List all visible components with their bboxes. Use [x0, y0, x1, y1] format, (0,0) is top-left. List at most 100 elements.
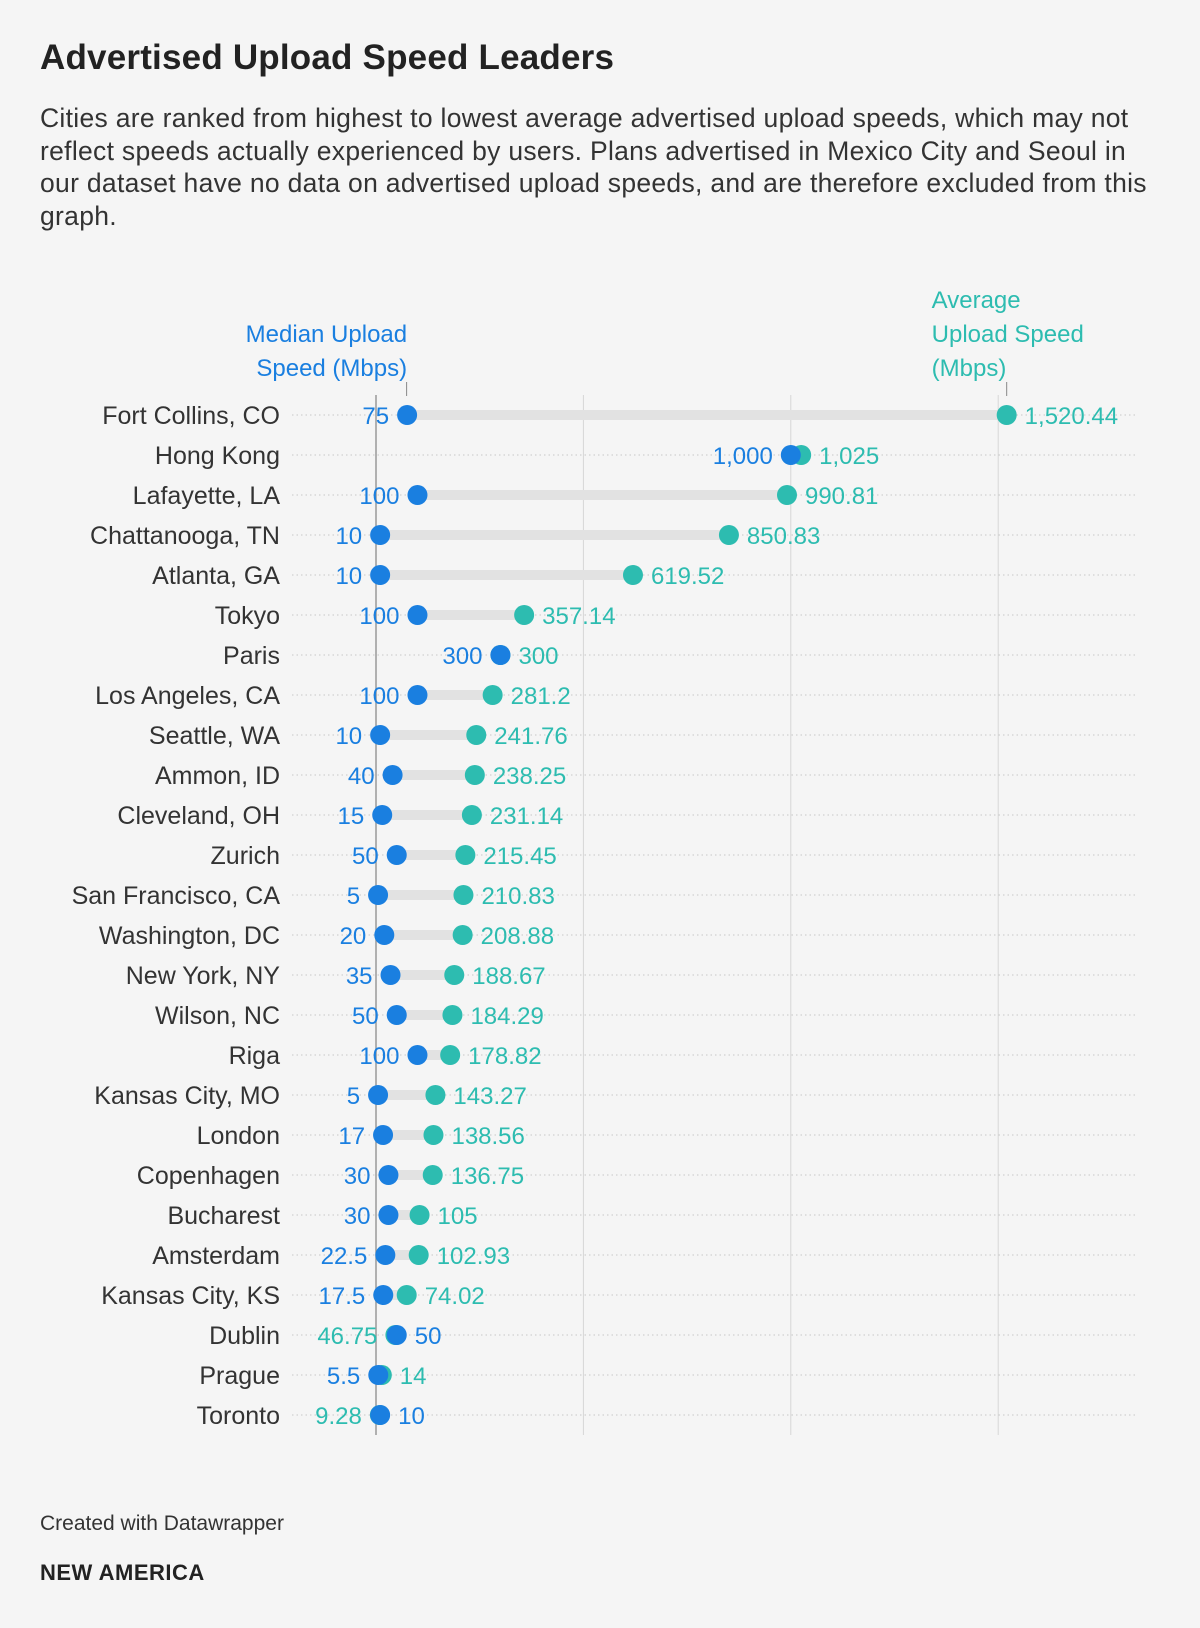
city-label: Ammon, ID [155, 762, 280, 790]
median-value-label: 100 [359, 1043, 399, 1070]
median-dot [372, 805, 393, 825]
average-dot [996, 405, 1017, 425]
city-label: Los Angeles, CA [95, 682, 280, 710]
median-value-label: 50 [352, 843, 379, 870]
median-series-label: Median Upload [246, 321, 407, 348]
average-value-label: 241.76 [494, 723, 567, 750]
average-value-label: 14 [400, 1363, 427, 1390]
median-value-label: 5 [347, 883, 360, 910]
average-value-label: 215.45 [483, 843, 556, 870]
city-label: Hong Kong [155, 442, 280, 470]
average-dot [422, 1165, 443, 1185]
median-value-label: 5.5 [327, 1363, 360, 1390]
median-dot [368, 1085, 389, 1105]
median-dot [407, 485, 428, 505]
average-dot [423, 1125, 444, 1145]
city-label: Amsterdam [152, 1242, 280, 1270]
average-value-label: 990.81 [805, 483, 878, 510]
median-value-label: 17 [338, 1123, 365, 1150]
average-dot [425, 1085, 446, 1105]
median-dot [407, 685, 428, 705]
average-dot [776, 485, 797, 505]
average-dot [466, 725, 487, 745]
average-value-label: 208.88 [481, 923, 554, 950]
median-value-label: 17.5 [319, 1283, 366, 1310]
city-label: Kansas City, MO [94, 1082, 280, 1110]
city-label: Tokyo [215, 602, 280, 630]
median-value-label: 75 [362, 403, 389, 430]
average-dot [461, 805, 482, 825]
city-label: Atlanta, GA [152, 562, 280, 590]
median-value-label: 30 [344, 1163, 371, 1190]
average-value-label: 850.83 [747, 523, 820, 550]
city-label: Dublin [209, 1322, 280, 1350]
average-value-label: 105 [438, 1203, 478, 1230]
city-label: Toronto [197, 1402, 280, 1430]
average-value-label: 1,025 [819, 443, 879, 470]
city-label: New York, NY [126, 962, 281, 990]
average-dot [442, 1005, 463, 1025]
average-dot [440, 1045, 461, 1065]
average-value-label: 184.29 [470, 1003, 543, 1030]
median-value-label: 35 [346, 963, 373, 990]
median-value-label: 10 [335, 723, 362, 750]
median-dot [375, 1245, 396, 1265]
average-value-label: 238.25 [493, 763, 566, 790]
median-value-label: 10 [335, 563, 362, 590]
average-dot [453, 885, 474, 905]
average-dot [396, 1285, 417, 1305]
city-label: Zurich [211, 842, 280, 870]
median-value-label: 30 [344, 1203, 371, 1230]
city-label: Bucharest [167, 1202, 280, 1230]
median-value-label: 100 [359, 603, 399, 630]
median-value-label: 22.5 [321, 1243, 368, 1270]
median-dot [374, 925, 395, 945]
average-dot [408, 1245, 429, 1265]
datawrapper-credit[interactable]: Created with Datawrapper [40, 1512, 284, 1535]
city-label: Prague [199, 1362, 280, 1390]
median-dot [368, 885, 389, 905]
city-label: Paris [223, 642, 280, 670]
average-value-label: 210.83 [481, 883, 554, 910]
median-dot [386, 1005, 407, 1025]
median-dot [368, 1365, 389, 1385]
median-value-label: 10 [335, 523, 362, 550]
city-label: Chattanooga, TN [90, 522, 280, 550]
average-dot [444, 965, 465, 985]
average-dot [718, 525, 739, 545]
chart-subtitle: Cities are ranked from highest to lowest… [40, 103, 1147, 231]
median-value-label: 20 [340, 923, 367, 950]
city-label: Kansas City, KS [101, 1282, 280, 1310]
median-value-label: 15 [338, 803, 365, 830]
average-value-label: 300 [518, 643, 558, 670]
median-value-label: 100 [359, 483, 399, 510]
average-value-label: 138.56 [451, 1123, 524, 1150]
median-dot [370, 1405, 391, 1425]
average-value-label: 74.02 [425, 1283, 485, 1310]
median-value-label: 300 [442, 643, 482, 670]
average-dot [409, 1205, 430, 1225]
city-label: Riga [229, 1042, 281, 1070]
median-series-label: Speed (Mbps) [256, 355, 407, 382]
median-value-label: 50 [352, 1003, 379, 1030]
median-value-label: 1,000 [713, 443, 773, 470]
publisher-brand: NEW AMERICA [40, 1560, 205, 1585]
median-dot [378, 1205, 399, 1225]
average-value-label: 178.82 [468, 1043, 541, 1070]
city-label: Cleveland, OH [117, 802, 280, 830]
average-dot [514, 605, 535, 625]
median-dot [780, 445, 801, 465]
city-label: Washington, DC [99, 922, 280, 950]
average-dot [482, 685, 503, 705]
city-label: Fort Collins, CO [102, 402, 280, 430]
median-dot [373, 1125, 394, 1145]
median-dot [407, 1045, 428, 1065]
average-value-label: 102.93 [437, 1243, 510, 1270]
average-dot [455, 845, 476, 865]
median-value-label: 10 [398, 1403, 425, 1430]
median-dot [490, 645, 511, 665]
average-value-label: 1,520.44 [1025, 403, 1118, 430]
median-dot [370, 725, 391, 745]
